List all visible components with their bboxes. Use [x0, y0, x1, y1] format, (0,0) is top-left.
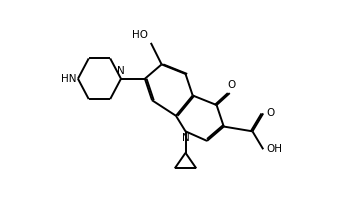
- Text: OH: OH: [266, 144, 282, 154]
- Text: O: O: [228, 80, 236, 90]
- Text: N: N: [117, 66, 125, 76]
- Text: HN: HN: [61, 74, 76, 84]
- Text: HO: HO: [133, 31, 149, 41]
- Text: N: N: [182, 133, 189, 143]
- Text: O: O: [266, 108, 274, 118]
